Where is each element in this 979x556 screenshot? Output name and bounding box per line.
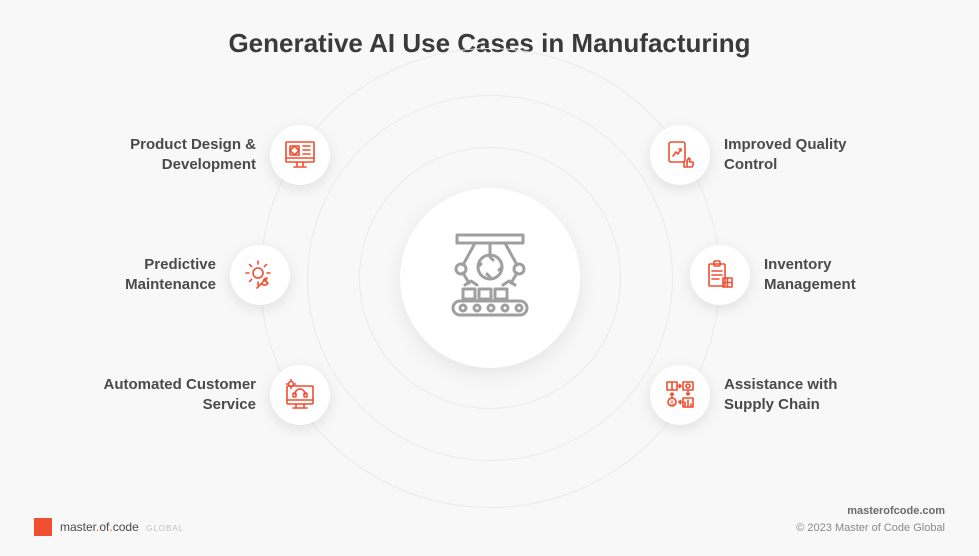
node-predictive-maintenance: Predictive Maintenance — [56, 245, 290, 305]
brand-tag: GLOBAL — [146, 524, 184, 533]
clipboard-boxes-icon — [703, 258, 737, 292]
bubble-inventory-management — [690, 245, 750, 305]
bubble-product-design — [270, 125, 330, 185]
brand-word-3: code — [113, 520, 139, 534]
label-quality-control: Improved Quality Control — [724, 135, 884, 176]
report-thumbs-up-icon — [663, 138, 697, 172]
gear-wrench-icon — [243, 258, 277, 292]
supply-chain-icon: $ — [663, 378, 697, 412]
node-quality-control: Improved Quality Control — [650, 125, 884, 185]
label-supply-chain: Assistance with Supply Chain — [724, 375, 884, 416]
center-hub — [400, 188, 580, 368]
label-product-design: Product Design & Development — [96, 135, 256, 176]
footer-brand: master.of.code GLOBAL — [34, 518, 184, 536]
node-automated-customer-service: Automated Customer Service — [96, 365, 330, 425]
footer-credits: masterofcode.com © 2023 Master of Code G… — [796, 503, 945, 536]
node-product-design: Product Design & Development — [96, 125, 330, 185]
headset-monitor-icon — [283, 378, 317, 412]
factory-robot-conveyor-icon — [435, 223, 545, 333]
footer-url: masterofcode.com — [796, 503, 945, 520]
node-inventory-management: Inventory Management — [690, 245, 924, 305]
diagram-stage: Product Design & Development Predictive … — [0, 0, 979, 556]
footer-copyright: © 2023 Master of Code Global — [796, 520, 945, 537]
node-supply-chain: $ Assistance with Supply Chain — [650, 365, 884, 425]
brand-wordmark: master.of.code GLOBAL — [60, 520, 184, 534]
bubble-automated-customer-service — [270, 365, 330, 425]
brand-word-1: master — [60, 520, 96, 534]
brand-logo-icon — [34, 518, 52, 536]
label-predictive-maintenance: Predictive Maintenance — [56, 255, 216, 296]
brand-word-2: of — [99, 520, 109, 534]
bubble-quality-control — [650, 125, 710, 185]
label-inventory-management: Inventory Management — [764, 255, 924, 296]
bubble-supply-chain: $ — [650, 365, 710, 425]
bubble-predictive-maintenance — [230, 245, 290, 305]
design-monitor-icon — [283, 138, 317, 172]
label-automated-customer-service: Automated Customer Service — [96, 375, 256, 416]
